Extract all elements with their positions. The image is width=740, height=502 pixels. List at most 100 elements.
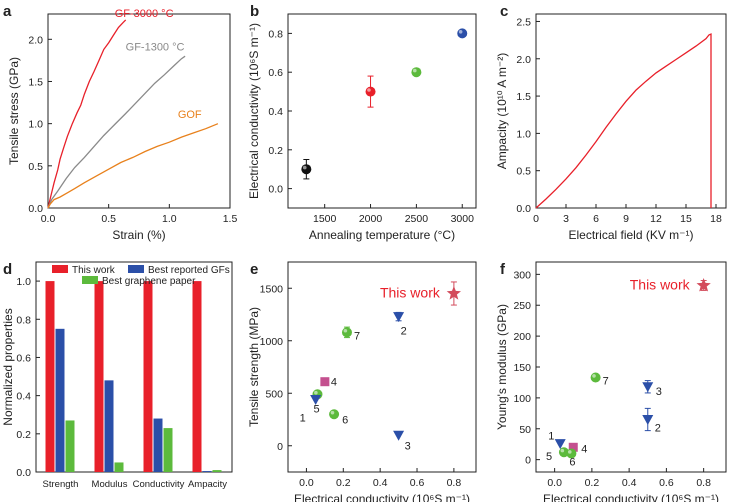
- panel-f: 0.0 0.2 0.4 0.6 0.8 0 50 100 150 200 250 300 7 3 2 1 4 5 6…: [495, 261, 727, 502]
- data-point-triangle: [310, 395, 322, 406]
- x-axis-label: Electrical field (KV m⁻¹): [568, 228, 693, 242]
- plot-frame-1: [287, 13, 477, 209]
- x-tick-label: 2500: [405, 213, 429, 225]
- data-point-highlight: [567, 450, 572, 454]
- series-line-0: [535, 33, 712, 209]
- legend-label-2: Best graphene paper: [102, 276, 196, 287]
- data-point-circle: [329, 409, 340, 420]
- category-label: Modulus: [92, 479, 128, 490]
- point-label: 6: [569, 456, 575, 468]
- y-tick-label: 1000: [260, 336, 284, 348]
- series-label-1: GF-1300 °C: [126, 42, 185, 54]
- category-label: Conductivity: [133, 479, 185, 490]
- y-tick-label: 150: [513, 362, 531, 374]
- this-work-annotation: This work: [380, 285, 441, 301]
- panel-d: 0.0 0.2 0.4 0.6 0.8 1.0 Strength Modulus Conduct…: [1, 261, 233, 490]
- data-point-circle: [301, 164, 312, 175]
- point-label: 2: [655, 423, 661, 435]
- y-tick-label: 100: [513, 393, 531, 405]
- y-tick-label: 0: [525, 455, 531, 467]
- bar-0-2: [65, 420, 75, 472]
- data-point-triangle: [393, 430, 405, 441]
- x-tick-label: 0.5: [101, 213, 116, 225]
- y-tick-label: 2.0: [28, 34, 43, 46]
- point-label: 3: [405, 440, 411, 452]
- y-tick-label: 2.5: [516, 16, 531, 28]
- bar-3-1: [202, 471, 212, 472]
- plot-frame-3: [35, 261, 233, 473]
- point-label: 3: [656, 386, 662, 398]
- y-tick-label: 0.0: [28, 203, 43, 215]
- point-label: 1: [548, 431, 554, 443]
- point-label: 7: [354, 330, 360, 342]
- bar-0-0: [45, 281, 55, 472]
- x-tick-label: 1500: [313, 213, 337, 225]
- data-point-highlight: [302, 165, 307, 170]
- data-point-highlight: [343, 328, 348, 333]
- panel-letter-f: f: [500, 261, 506, 278]
- y-tick-label: 0.0: [268, 184, 283, 196]
- y-axis-label: Tensile stress (GPa): [7, 57, 21, 165]
- y-axis-label: Ampacity (10¹⁰ A m⁻²): [495, 53, 509, 170]
- x-tick-label: 3: [563, 213, 569, 225]
- point-label: 5: [313, 403, 319, 415]
- panel-letter-d: d: [3, 261, 12, 278]
- y-tick-label: 1500: [260, 283, 284, 295]
- x-tick-label: 0.4: [373, 477, 388, 489]
- data-point-highlight: [330, 410, 335, 415]
- data-point-highlight: [314, 390, 318, 395]
- point-label: 6: [342, 414, 348, 426]
- y-tick-label: 0.2: [16, 429, 31, 441]
- y-tick-label: 0.4: [16, 391, 31, 403]
- data-point-triangle: [393, 312, 405, 323]
- y-tick-label: 0.8: [268, 28, 283, 40]
- series-label-2: GOF: [178, 109, 202, 121]
- x-tick-label: 2000: [359, 213, 383, 225]
- y-tick-label: 200: [513, 331, 531, 343]
- plot-frame-4: [287, 261, 477, 473]
- x-tick-label: 9: [623, 213, 629, 225]
- y-tick-label: 0.0: [16, 467, 31, 479]
- point-label: 4: [581, 443, 587, 455]
- x-tick-label: 0.2: [585, 477, 600, 489]
- bar-3-2: [212, 470, 222, 472]
- data-point-highlight: [367, 88, 371, 92]
- data-point-star: [696, 278, 711, 292]
- x-tick-label: 0.8: [447, 477, 462, 489]
- panel-b: 1500 2000 2500 3000 0.0 0.2 0.4 0.6 0.8 Annealing…: [247, 13, 477, 242]
- x-tick-label: 0.4: [622, 477, 637, 489]
- point-label: 4: [331, 377, 337, 389]
- y-axis-label: Young's modulus (GPa): [495, 304, 509, 430]
- x-tick-label: 0.6: [659, 477, 674, 489]
- y-tick-label: 0.0: [516, 203, 531, 215]
- data-point-circle: [457, 28, 468, 39]
- bar-1-2: [114, 462, 124, 472]
- y-axis-label: Normalized properties: [1, 308, 15, 425]
- legend-swatch-2: [82, 276, 98, 284]
- data-point-circle: [341, 327, 352, 338]
- x-axis-label: Strain (%): [112, 228, 165, 242]
- x-tick-label: 12: [650, 213, 662, 225]
- y-tick-label: 2.0: [516, 54, 531, 66]
- x-tick-label: 1.0: [162, 213, 177, 225]
- y-tick-label: 300: [513, 269, 531, 281]
- data-point-star: [446, 286, 461, 300]
- x-tick-label: 3000: [451, 213, 475, 225]
- bar-2-1: [153, 418, 163, 472]
- data-point-highlight: [412, 68, 417, 73]
- y-tick-label: 0: [277, 441, 283, 453]
- data-point-highlight: [560, 448, 565, 453]
- x-tick-label: 18: [710, 213, 722, 225]
- point-label: 1: [300, 413, 306, 425]
- series-line-2: [47, 123, 219, 209]
- panel-c: 0 3 6 9 12 15 18 0.0 0.5 1.0 1.5 2.0 2.5 Electrical f…: [495, 13, 727, 242]
- point-label: 7: [603, 376, 609, 388]
- bar-2-0: [143, 281, 153, 472]
- data-point-triangle: [554, 439, 566, 450]
- bar-1-0: [94, 281, 104, 472]
- panel-letter-e: e: [250, 261, 258, 278]
- legend-label-1: Best reported GFs: [148, 265, 230, 276]
- x-tick-label: 0: [533, 213, 539, 225]
- y-tick-label: 0.6: [16, 352, 31, 364]
